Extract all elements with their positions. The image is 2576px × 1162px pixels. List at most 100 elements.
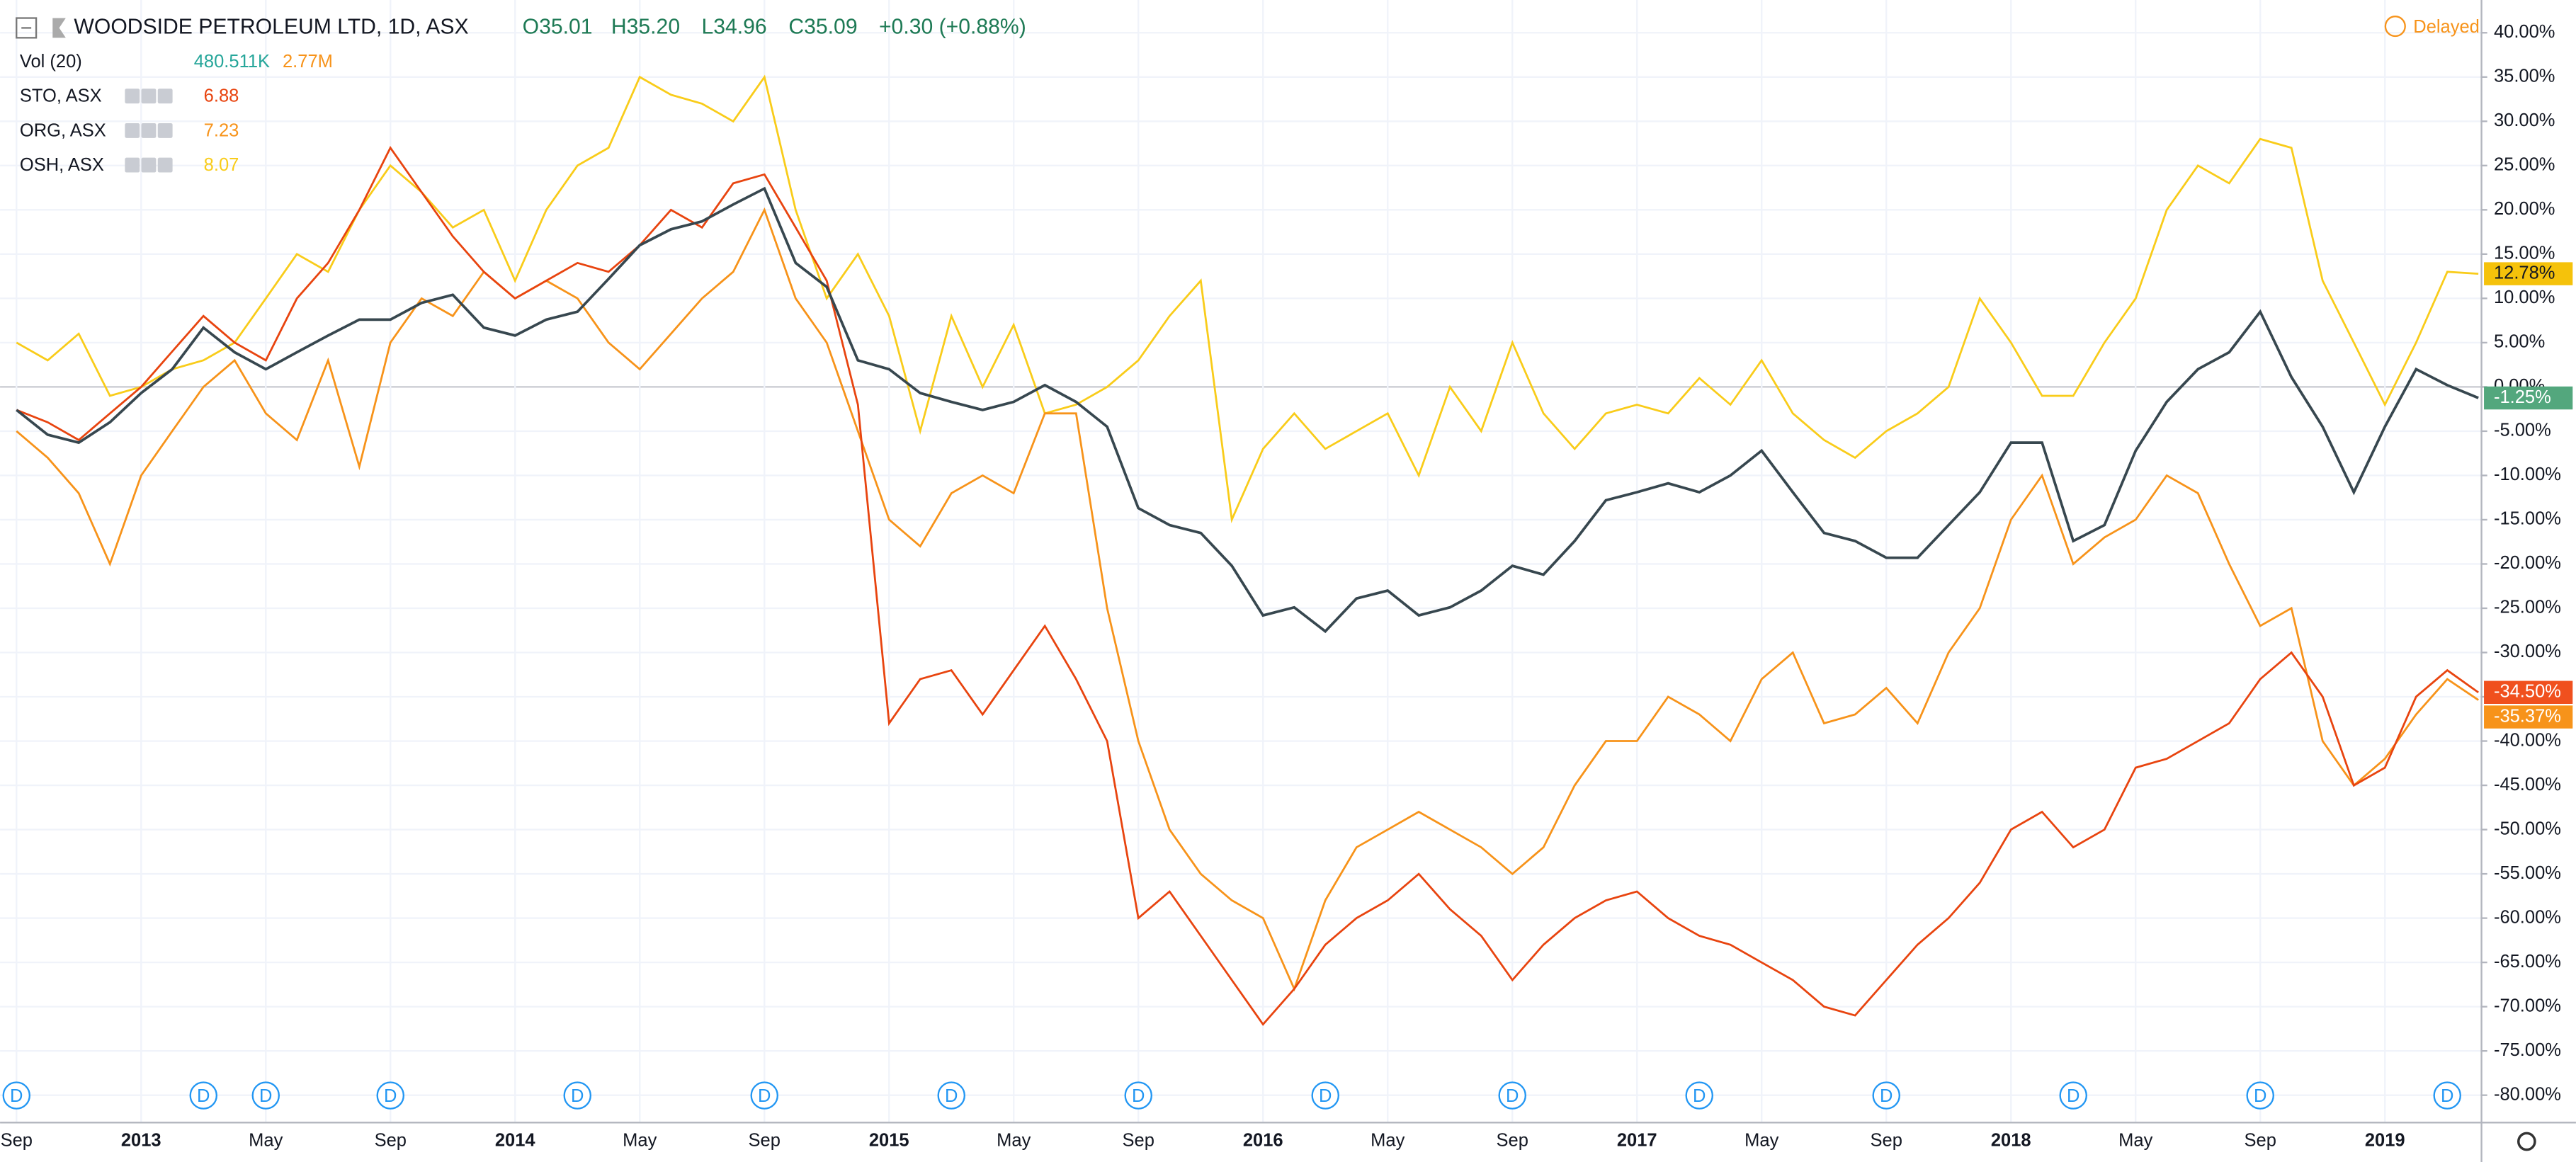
legend-button[interactable] — [157, 123, 173, 138]
y-tick-label: -55.00% — [2494, 863, 2561, 883]
flag-icon[interactable] — [52, 18, 66, 38]
y-tick-label: 20.00% — [2494, 199, 2555, 219]
legend-button[interactable] — [125, 123, 140, 138]
x-tick-label: Sep — [1123, 1131, 1154, 1151]
x-tick-label: May — [249, 1131, 283, 1151]
ohlc-high: H35.20 — [611, 15, 680, 38]
dividend-label: D — [945, 1086, 958, 1106]
y-tick-label: -30.00% — [2494, 642, 2561, 661]
legend-label[interactable]: ORG, ASX — [20, 120, 106, 140]
price-tag-label: -34.50% — [2494, 681, 2561, 701]
legend-label[interactable]: OSH, ASX — [20, 155, 104, 175]
x-tick-label: 2015 — [869, 1131, 909, 1151]
y-tick-label: -60.00% — [2494, 907, 2561, 927]
dividend-marker[interactable] — [1685, 1081, 1713, 1110]
legend-label[interactable]: Vol (20) — [20, 52, 82, 72]
x-tick-label: 2017 — [1617, 1131, 1657, 1151]
legend-value: 2.77M — [283, 52, 333, 72]
y-tick-label: -50.00% — [2494, 819, 2561, 838]
dividend-label: D — [197, 1086, 210, 1106]
x-tick-label: May — [1371, 1131, 1405, 1151]
y-tick-label: -70.00% — [2494, 996, 2561, 1015]
x-tick-label: Sep — [749, 1131, 781, 1151]
dividend-marker[interactable] — [937, 1081, 965, 1110]
dividend-label: D — [571, 1086, 584, 1106]
dividend-marker[interactable] — [189, 1081, 217, 1110]
dividend-marker[interactable] — [376, 1081, 404, 1110]
x-tick-label: 2014 — [495, 1131, 536, 1151]
dividend-marker[interactable] — [2059, 1081, 2087, 1110]
dividend-marker[interactable] — [1311, 1081, 1339, 1110]
price-tag-label: -35.37% — [2494, 706, 2561, 726]
price-tag — [2484, 262, 2573, 285]
y-tick-label: -75.00% — [2494, 1040, 2561, 1060]
x-tick-label: 2018 — [1991, 1131, 2031, 1151]
y-tick-label: -40.00% — [2494, 730, 2561, 750]
legend-label[interactable]: STO, ASX — [20, 86, 102, 106]
y-tick-label: -15.00% — [2494, 509, 2561, 529]
legend-button[interactable] — [125, 89, 140, 104]
legend-button[interactable] — [157, 89, 173, 104]
delayed-icon — [2384, 16, 2406, 38]
x-tick-label: 2019 — [2365, 1131, 2405, 1151]
price-tag — [2484, 705, 2573, 729]
legend-value: 6.88 — [204, 86, 239, 106]
x-tick-label: Sep — [2245, 1131, 2276, 1151]
legend-button[interactable] — [125, 157, 140, 173]
series-line — [16, 146, 2479, 1026]
dividend-marker[interactable] — [1872, 1081, 1900, 1110]
dividend-marker[interactable] — [2, 1081, 30, 1110]
ohlc-open: O35.01 — [523, 15, 593, 38]
y-tick-label: 15.00% — [2494, 244, 2555, 263]
legend: STO, ASX 6.88 ORG, ASX 7.23 OSH, ASX 8.07 — [20, 86, 239, 175]
dividend-marker[interactable] — [750, 1081, 778, 1110]
dividend-marker[interactable] — [2433, 1081, 2461, 1110]
x-tick-label: May — [997, 1131, 1031, 1151]
dividend-marker[interactable] — [1124, 1081, 1152, 1110]
x-tick-label: Sep — [375, 1131, 407, 1151]
series-line — [16, 186, 2479, 634]
x-tick-label: May — [1744, 1131, 1778, 1151]
symbol-title[interactable]: WOODSIDE PETROLEUM LTD, 1D, ASX — [74, 15, 468, 38]
x-tick-label: Sep — [1871, 1131, 1902, 1151]
y-tick-label: 35.00% — [2494, 67, 2555, 86]
settings-icon[interactable] — [2517, 1132, 2536, 1151]
dividend-marker[interactable] — [1498, 1081, 1526, 1110]
y-tick-label: -65.00% — [2494, 952, 2561, 972]
legend-button[interactable] — [157, 157, 173, 173]
collapse-button[interactable] — [16, 17, 38, 39]
dividend-label: D — [259, 1086, 272, 1106]
grid: 40.00% 35.00% 30.00% 25.00% 20.00% 15.00% 10.0… — [0, 0, 2561, 1122]
y-tick-label: -80.00% — [2494, 1084, 2561, 1104]
legend-button[interactable] — [141, 123, 157, 138]
legend-button[interactable] — [141, 157, 157, 173]
dividend-label: D — [384, 1086, 397, 1106]
dividend-label: D — [1319, 1086, 1332, 1106]
dividend-label: D — [2254, 1086, 2266, 1106]
delayed-status[interactable]: Delayed — [2413, 17, 2480, 37]
y-tick-label: -25.00% — [2494, 598, 2561, 617]
x-tick-label: 2016 — [1243, 1131, 1283, 1151]
dividend-marker[interactable] — [563, 1081, 591, 1110]
dividend-label: D — [10, 1086, 23, 1106]
time-axis: Sep 2013 May Sep 2014 May Sep 2015 May Sep 2016 May… — [1, 1081, 2461, 1151]
legend-button[interactable] — [141, 89, 157, 104]
x-tick-label: 2013 — [121, 1131, 161, 1151]
legend-value: 7.23 — [204, 120, 239, 140]
y-tick-label: -20.00% — [2494, 553, 2561, 573]
y-tick-label: 5.00% — [2494, 332, 2545, 352]
price-tag-label: 12.78% — [2494, 263, 2555, 283]
dividend-label: D — [1506, 1086, 1519, 1106]
y-tick-label: 40.00% — [2494, 22, 2555, 42]
dividend-label: D — [2441, 1086, 2453, 1106]
price-tag-label: -1.25% — [2494, 387, 2551, 407]
ohlc-low: L34.96 — [701, 15, 766, 38]
dividend-marker[interactable] — [2246, 1081, 2274, 1110]
legend-value: 480.511K — [194, 52, 270, 72]
plot — [16, 74, 2479, 1026]
dividend-marker[interactable] — [251, 1081, 280, 1110]
x-tick-label: May — [2118, 1131, 2152, 1151]
ohlc-change: +0.30 (+0.88%) — [879, 15, 1026, 38]
